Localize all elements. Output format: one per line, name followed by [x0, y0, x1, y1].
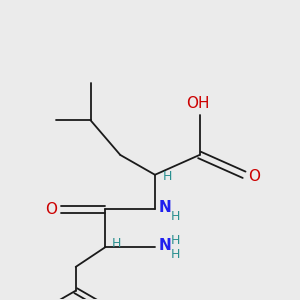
Text: N: N	[159, 200, 172, 215]
Text: O: O	[248, 169, 260, 184]
Text: OH: OH	[186, 96, 209, 111]
Text: H: H	[171, 248, 180, 260]
Text: H: H	[111, 237, 121, 250]
Text: H: H	[163, 170, 172, 183]
Text: H: H	[171, 234, 180, 247]
Text: O: O	[45, 202, 57, 217]
Text: N: N	[159, 238, 172, 253]
Text: H: H	[171, 210, 180, 223]
